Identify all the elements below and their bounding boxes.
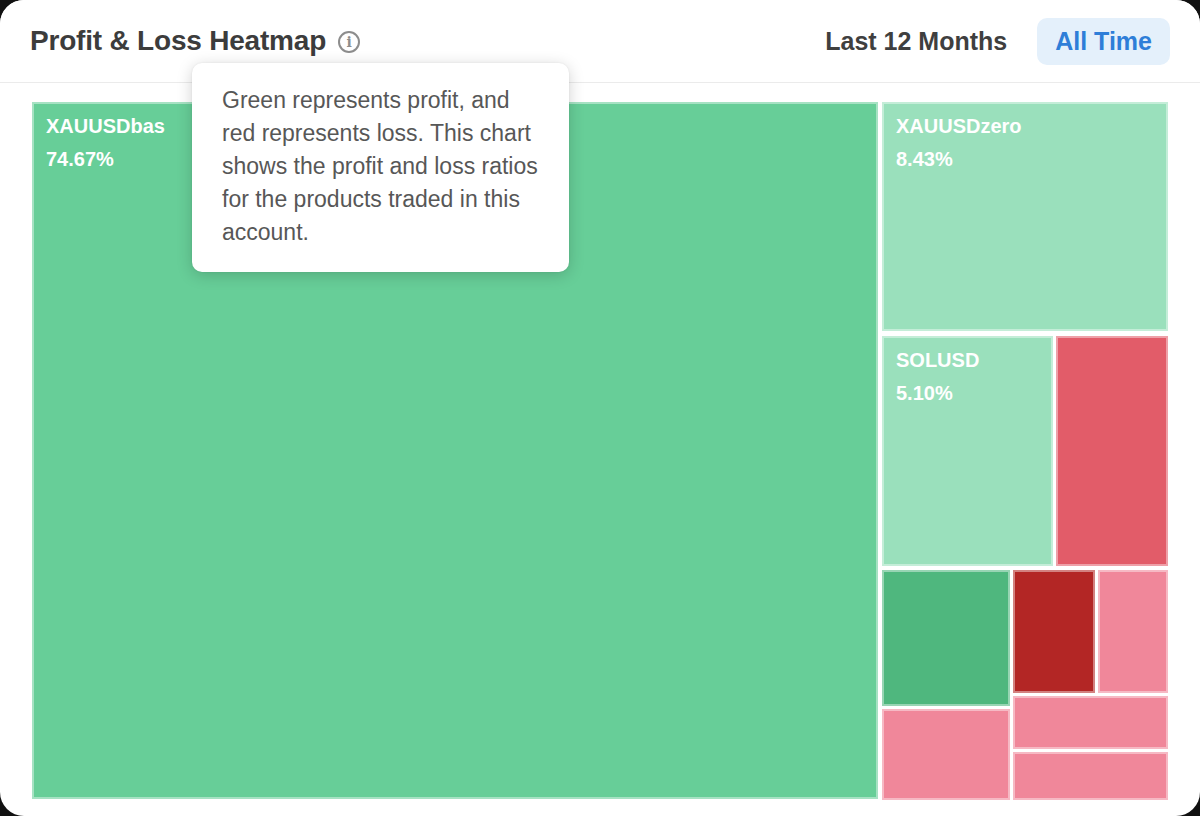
card-header: Profit & Loss Heatmap Last 12 Months All… (0, 0, 1200, 83)
tile-labels: SOLUSD 5.10% (882, 336, 1053, 417)
treemap-tile[interactable] (1013, 752, 1168, 800)
treemap-tile[interactable] (1056, 336, 1168, 566)
page-title: Profit & Loss Heatmap (30, 25, 326, 57)
pnl-heatmap-card: Profit & Loss Heatmap Last 12 Months All… (0, 0, 1200, 816)
range-button-all-time[interactable]: All Time (1037, 18, 1170, 65)
tile-symbol: XAUUSDzero (896, 114, 1154, 138)
treemap-tile[interactable] (882, 570, 1010, 706)
treemap-tile[interactable] (1098, 570, 1168, 693)
treemap-tile-xauusdzero[interactable]: XAUUSDzero 8.43% (882, 102, 1168, 331)
treemap-tile[interactable] (882, 709, 1010, 800)
tile-value: 5.10% (896, 381, 1039, 405)
treemap-tile[interactable] (1013, 570, 1095, 693)
range-button-last-12-months[interactable]: Last 12 Months (807, 18, 1025, 65)
tile-labels: XAUUSDzero 8.43% (882, 102, 1168, 183)
tile-symbol: SOLUSD (896, 348, 1039, 372)
treemap-tile-solusd[interactable]: SOLUSD 5.10% (882, 336, 1053, 566)
info-tooltip: Green represents profit, and red represe… (192, 63, 569, 272)
info-icon[interactable] (338, 31, 360, 53)
tooltip-text: Green represents profit, and red represe… (222, 84, 541, 249)
tile-value: 8.43% (896, 147, 1154, 171)
treemap-tile[interactable] (1013, 696, 1168, 749)
